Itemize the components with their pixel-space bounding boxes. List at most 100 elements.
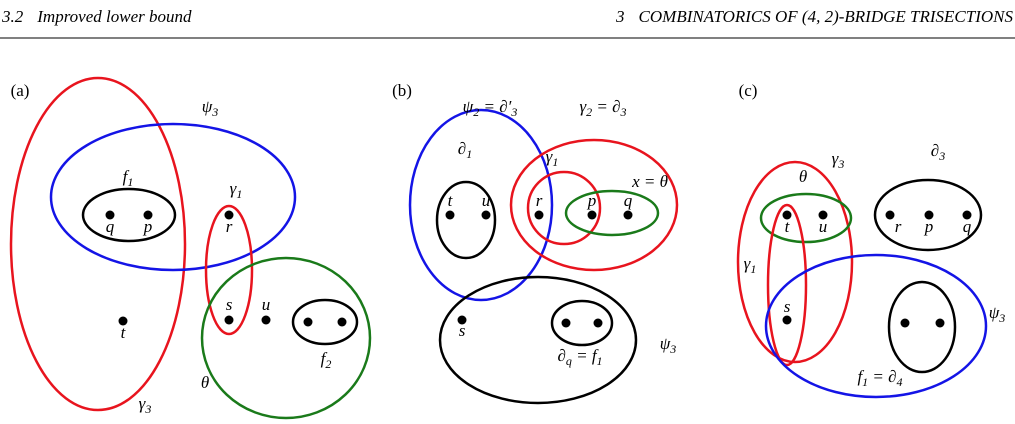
subscript: 1 <box>597 354 603 368</box>
subscript: 4 <box>897 375 903 389</box>
subscript: 1 <box>466 147 472 161</box>
label-text: ψ <box>989 303 1000 322</box>
curve-label: f2 <box>321 349 332 371</box>
curve-f2 <box>291 298 359 346</box>
curve-label: s <box>226 295 233 314</box>
label-text: r <box>226 217 233 236</box>
subscript: 2 <box>325 357 331 371</box>
panel-label: (c) <box>739 81 758 100</box>
label-text: x = θ <box>631 172 668 191</box>
curve-psi2 <box>408 108 554 302</box>
subscript: 3 <box>938 149 945 163</box>
curve-psi3 <box>49 122 297 272</box>
point <box>593 318 603 328</box>
point <box>885 210 895 220</box>
curve-f1 <box>887 280 957 374</box>
curve-label: s <box>784 297 791 316</box>
point <box>445 210 455 220</box>
subscript: 1 <box>552 155 558 169</box>
subscript: 3 <box>510 105 517 119</box>
label-text: t <box>121 323 127 342</box>
point <box>303 317 313 327</box>
label-text: ∂ <box>557 346 565 365</box>
point <box>900 318 910 328</box>
curve-label: x = θ <box>631 172 668 191</box>
label-text: t <box>448 191 454 210</box>
curve-x <box>564 189 660 237</box>
label-text: θ <box>799 167 807 186</box>
point <box>261 315 271 325</box>
curve-label: p <box>924 217 934 236</box>
label-text: p <box>587 191 597 210</box>
curve-label: u <box>482 191 491 210</box>
curve-psi3 <box>438 275 638 405</box>
point <box>143 210 153 220</box>
curve-label: s <box>459 321 466 340</box>
curve-gamma1 <box>766 203 808 367</box>
curve-label: ∂q = f1 <box>557 346 602 368</box>
label-text: q <box>106 217 115 236</box>
subscript: 1 <box>750 262 756 276</box>
curve-label: r <box>895 217 902 236</box>
curve-label: t <box>121 323 127 342</box>
label-text: u <box>482 191 491 210</box>
curve-label: ∂1 <box>458 139 472 161</box>
label-text: u <box>819 217 828 236</box>
subscript: 3 <box>144 402 151 416</box>
point <box>118 316 128 326</box>
label-text: f <box>321 349 328 368</box>
label-text: q <box>624 191 633 210</box>
section-title: Improved lower bound <box>36 7 192 26</box>
subscript: q <box>566 354 572 368</box>
label-text: u <box>262 295 271 314</box>
header-left: 3.2 Improved lower bound <box>1 7 192 26</box>
curve-gamma1 <box>204 204 254 336</box>
curve-label: θ <box>799 167 807 186</box>
curve-label: θ <box>201 373 209 392</box>
header-right: 3 COMBINATORICS OF (4, 2)-BRIDGE TRISECTI… <box>615 7 1013 26</box>
subscript: 1 <box>127 175 133 189</box>
label-text: p <box>143 217 153 236</box>
label-text: s <box>226 295 233 314</box>
point <box>457 315 467 325</box>
subscript: 3 <box>837 157 844 171</box>
label-text: r <box>895 217 902 236</box>
curve-label: ψ3 <box>989 303 1006 325</box>
curve-label: r <box>536 191 543 210</box>
curve-label: q <box>963 217 972 236</box>
label-text: γ <box>832 149 840 168</box>
panel-label: (a) <box>11 81 30 100</box>
subscript: 3 <box>211 105 218 119</box>
label-text: θ <box>201 373 209 392</box>
subscript: 1 <box>862 375 868 389</box>
curve-label: γ1 <box>546 147 559 169</box>
label-text: γ <box>744 254 752 273</box>
point <box>782 315 792 325</box>
panel-label: (b) <box>392 81 412 100</box>
label-text: = ∂ <box>592 97 620 116</box>
label-text: γ <box>579 97 587 116</box>
label-text: s <box>459 321 466 340</box>
label-text: ψ <box>463 97 474 116</box>
curve-label: ψ3 <box>660 334 677 356</box>
point <box>782 210 792 220</box>
curve-label: ψ2 = ∂′3 <box>463 97 518 119</box>
subscript: 2 <box>473 105 479 119</box>
curve-label: u <box>819 217 828 236</box>
curve-label: γ3 <box>139 394 152 416</box>
curve-theta <box>759 192 853 244</box>
point <box>962 210 972 220</box>
curve-label: p <box>587 191 597 210</box>
point <box>935 318 945 328</box>
point <box>481 210 491 220</box>
subscript: 3 <box>669 342 676 356</box>
label-text: p <box>924 217 934 236</box>
label-text: ψ <box>202 97 213 116</box>
curve-theta <box>200 256 372 420</box>
point <box>587 210 597 220</box>
curve-gamma3 <box>9 76 187 412</box>
section-number: 3.2 <box>1 7 24 26</box>
